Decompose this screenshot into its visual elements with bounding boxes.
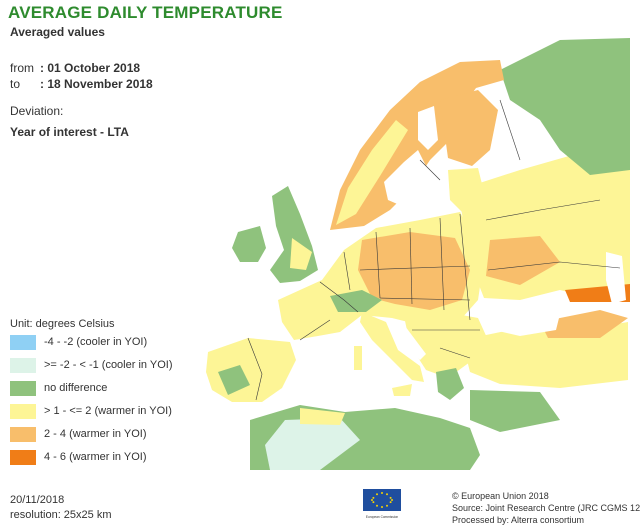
caspian-sea [606, 252, 626, 304]
country-borders [247, 99, 621, 401]
from-row: from : 01 October 2018 [10, 61, 140, 75]
issue-date: 20/11/2018 [10, 494, 65, 506]
legend-swatch [10, 335, 36, 350]
iberia-green-patch [218, 365, 250, 395]
sicily-region [392, 384, 412, 396]
legend-label: > 1 - <= 2 (warmer in YOI) [44, 405, 172, 417]
turkey-warm-area [540, 310, 628, 338]
legend-item-cooler-2-4: -4 - -2 (cooler in YOI) [10, 334, 210, 352]
legend-swatch [10, 358, 36, 373]
baltic-sea [384, 150, 428, 206]
to-date: : 18 November 2018 [40, 77, 153, 91]
ukraine-warm-region [486, 236, 560, 285]
legend-label: 4 - 6 (warmer in YOI) [44, 451, 147, 463]
sardinia-region [354, 346, 362, 370]
baltic-states-region [448, 168, 486, 212]
legend-item-warmer-1-2: > 1 - <= 2 (warmer in YOI) [10, 403, 210, 421]
greece-region [436, 368, 464, 400]
north-africa-cooler-area [265, 418, 360, 470]
legend-swatch [10, 450, 36, 465]
eu-logo-caption: European Commission [366, 515, 398, 519]
credit-copyright: © European Union 2018 [452, 491, 549, 501]
legend-swatch [10, 404, 36, 419]
european-commission-logo: European Commission [357, 488, 407, 520]
alps-green-region [330, 290, 382, 312]
legend-label: >= -2 - < -1 (cooler in YOI) [44, 359, 173, 371]
iberia-region [206, 338, 296, 402]
britain-warm-patch [290, 238, 312, 270]
russia-green-region [500, 38, 630, 175]
italy-region [360, 312, 424, 382]
legend-label: 2 - 4 (warmer in YOI) [44, 428, 147, 440]
legend-item-no-difference: no difference [10, 380, 210, 398]
finland-region [440, 90, 498, 166]
adriatic-sea [386, 318, 426, 360]
deviation-label: Deviation: [10, 104, 64, 118]
to-label: to [10, 77, 21, 91]
resolution: resolution: 25x25 km [10, 509, 112, 521]
legend-label: no difference [44, 382, 108, 394]
north-africa-warm-area [300, 408, 345, 425]
legend-swatch [10, 427, 36, 442]
balkans-region [404, 312, 488, 378]
black-sea [490, 304, 560, 336]
credit-processed-by: Processed by: Alterra consortium [452, 515, 585, 525]
from-label: from [10, 61, 34, 75]
turkey-region [462, 322, 628, 388]
from-date: : 01 October 2018 [40, 61, 141, 75]
map-subtitle: Averaged values [10, 25, 105, 39]
gulf-of-bothnia [418, 106, 438, 150]
ireland-region [232, 226, 266, 262]
legend-item-cooler-1-2: >= -2 - < -1 (cooler in YOI) [10, 357, 210, 375]
legend-swatch [10, 381, 36, 396]
central-europe-warm-region [358, 232, 470, 310]
map-title: AVERAGE DAILY TEMPERATURE [8, 3, 283, 22]
to-row: to : 18 November 2018 [10, 77, 153, 91]
middle-east-region [470, 390, 560, 432]
norway-coast-green [336, 120, 408, 225]
legend-item-warmer-4-6: 4 - 6 (warmer in YOI) [10, 449, 210, 467]
credit-source: Source: Joint Research Centre (JRC CGMS … [452, 503, 640, 513]
deviation-value: Year of interest - LTA [10, 125, 129, 139]
legend-unit: Unit: degrees Celsius [10, 318, 115, 330]
legend-item-warmer-2-4: 2 - 4 (warmer in YOI) [10, 426, 210, 444]
legend-label: -4 - -2 (cooler in YOI) [44, 336, 148, 348]
